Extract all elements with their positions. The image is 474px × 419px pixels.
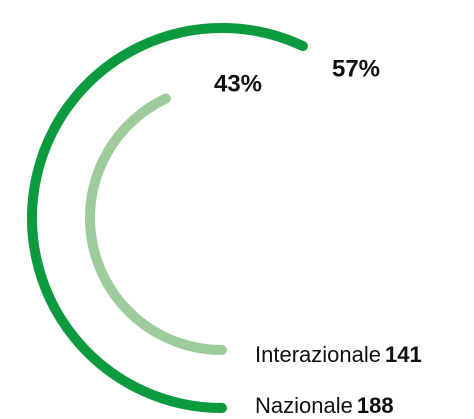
category-name: Nazionale <box>255 393 353 418</box>
legend-label: Interazionale 141 <box>255 342 422 367</box>
legend-label: Nazionale 188 <box>255 393 394 418</box>
value-label: 57% <box>332 55 380 82</box>
arc-bar <box>85 93 227 355</box>
category-name: Interazionale <box>255 342 381 367</box>
arc-bar <box>27 23 308 413</box>
count: 188 <box>357 393 394 418</box>
count: 141 <box>385 342 422 367</box>
value-label: 43% <box>214 70 262 97</box>
